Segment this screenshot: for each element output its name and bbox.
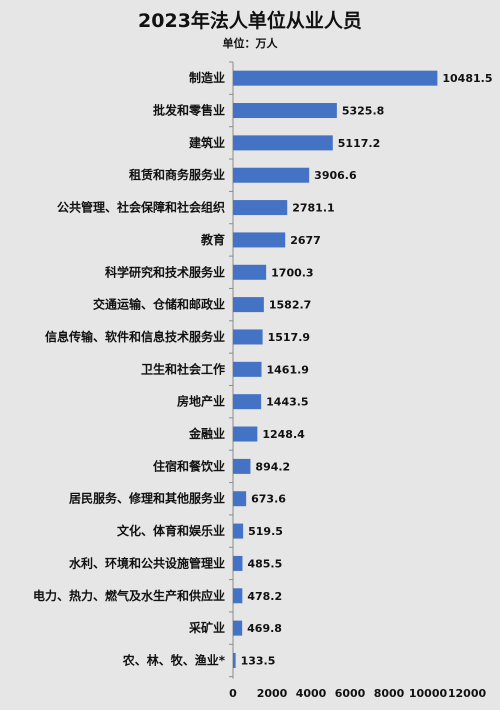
category-label: 科学研究和技术服务业 xyxy=(105,264,225,279)
data-label: 2781.1 xyxy=(292,202,334,215)
category-label: 交通运输、仓储和邮政业 xyxy=(93,297,225,312)
category-label: 文化、体育和娱乐业 xyxy=(117,523,225,538)
bar xyxy=(233,70,438,86)
bar xyxy=(233,652,236,668)
category-label: 制造业 xyxy=(189,70,225,85)
data-label: 1443.5 xyxy=(266,396,308,409)
bar xyxy=(233,394,262,410)
bar xyxy=(233,200,288,216)
data-label: 894.2 xyxy=(255,460,290,473)
data-label: 478.2 xyxy=(247,590,282,603)
category-label: 建筑业 xyxy=(188,135,225,150)
bar xyxy=(233,458,251,474)
category-label: 公共管理、社会保障和社会组织 xyxy=(57,200,225,215)
category-label: 采矿业 xyxy=(188,620,225,635)
data-label: 1700.3 xyxy=(271,266,313,279)
data-label: 1582.7 xyxy=(269,299,311,312)
bar xyxy=(233,135,333,151)
bar xyxy=(233,329,263,345)
data-label: 1461.9 xyxy=(267,363,309,376)
bar xyxy=(233,491,247,507)
data-label: 519.5 xyxy=(248,525,283,538)
category-label: 农、林、牧、渔业* xyxy=(122,652,226,667)
bar xyxy=(233,588,243,604)
bar xyxy=(233,426,258,442)
category-label: 金融业 xyxy=(188,426,225,441)
data-label: 1517.9 xyxy=(268,331,310,344)
category-label: 租赁和商务服务业 xyxy=(129,167,225,182)
data-label: 10481.5 xyxy=(442,72,492,85)
bar xyxy=(233,167,310,183)
bar xyxy=(233,523,244,539)
bar xyxy=(233,361,262,377)
bar xyxy=(233,232,286,248)
chart-title: 2023年法人单位从业人员 xyxy=(138,10,362,32)
x-tick-label: 12000 xyxy=(448,687,487,700)
bar xyxy=(233,620,243,636)
data-label: 1248.4 xyxy=(262,428,305,441)
category-label: 电力、热力、燃气及水生产和供应业 xyxy=(33,588,225,603)
category-label: 卫生和社会工作 xyxy=(141,361,225,376)
x-tick-label: 8000 xyxy=(374,687,405,700)
data-label: 5117.2 xyxy=(338,137,380,150)
category-label: 信息传输、软件和信息技术服务业 xyxy=(45,329,225,344)
data-label: 2677 xyxy=(290,234,321,247)
bar xyxy=(233,264,267,280)
category-label: 住宿和餐饮业 xyxy=(153,458,225,473)
category-label: 水利、环境和公共设施管理业 xyxy=(69,555,225,570)
category-label: 房地产业 xyxy=(177,394,225,409)
data-label: 485.5 xyxy=(247,557,282,570)
category-label: 批发和零售业 xyxy=(153,103,225,118)
data-label: 673.6 xyxy=(251,493,286,506)
data-label: 3906.6 xyxy=(314,169,357,182)
bar xyxy=(233,297,264,313)
data-label: 133.5 xyxy=(241,654,276,667)
chart-subtitle: 单位：万人 xyxy=(222,37,278,50)
x-tick-label: 0 xyxy=(229,687,237,700)
data-label: 5325.8 xyxy=(342,105,384,118)
x-tick-label: 6000 xyxy=(335,687,366,700)
data-label: 469.8 xyxy=(247,622,282,635)
x-tick-label: 4000 xyxy=(296,687,327,700)
x-tick-label: 10000 xyxy=(409,687,448,700)
bar xyxy=(233,103,337,119)
category-label: 教育 xyxy=(200,232,225,247)
bar xyxy=(233,555,243,571)
x-tick-label: 2000 xyxy=(257,687,288,700)
category-label: 居民服务、修理和其他服务业 xyxy=(69,491,225,506)
